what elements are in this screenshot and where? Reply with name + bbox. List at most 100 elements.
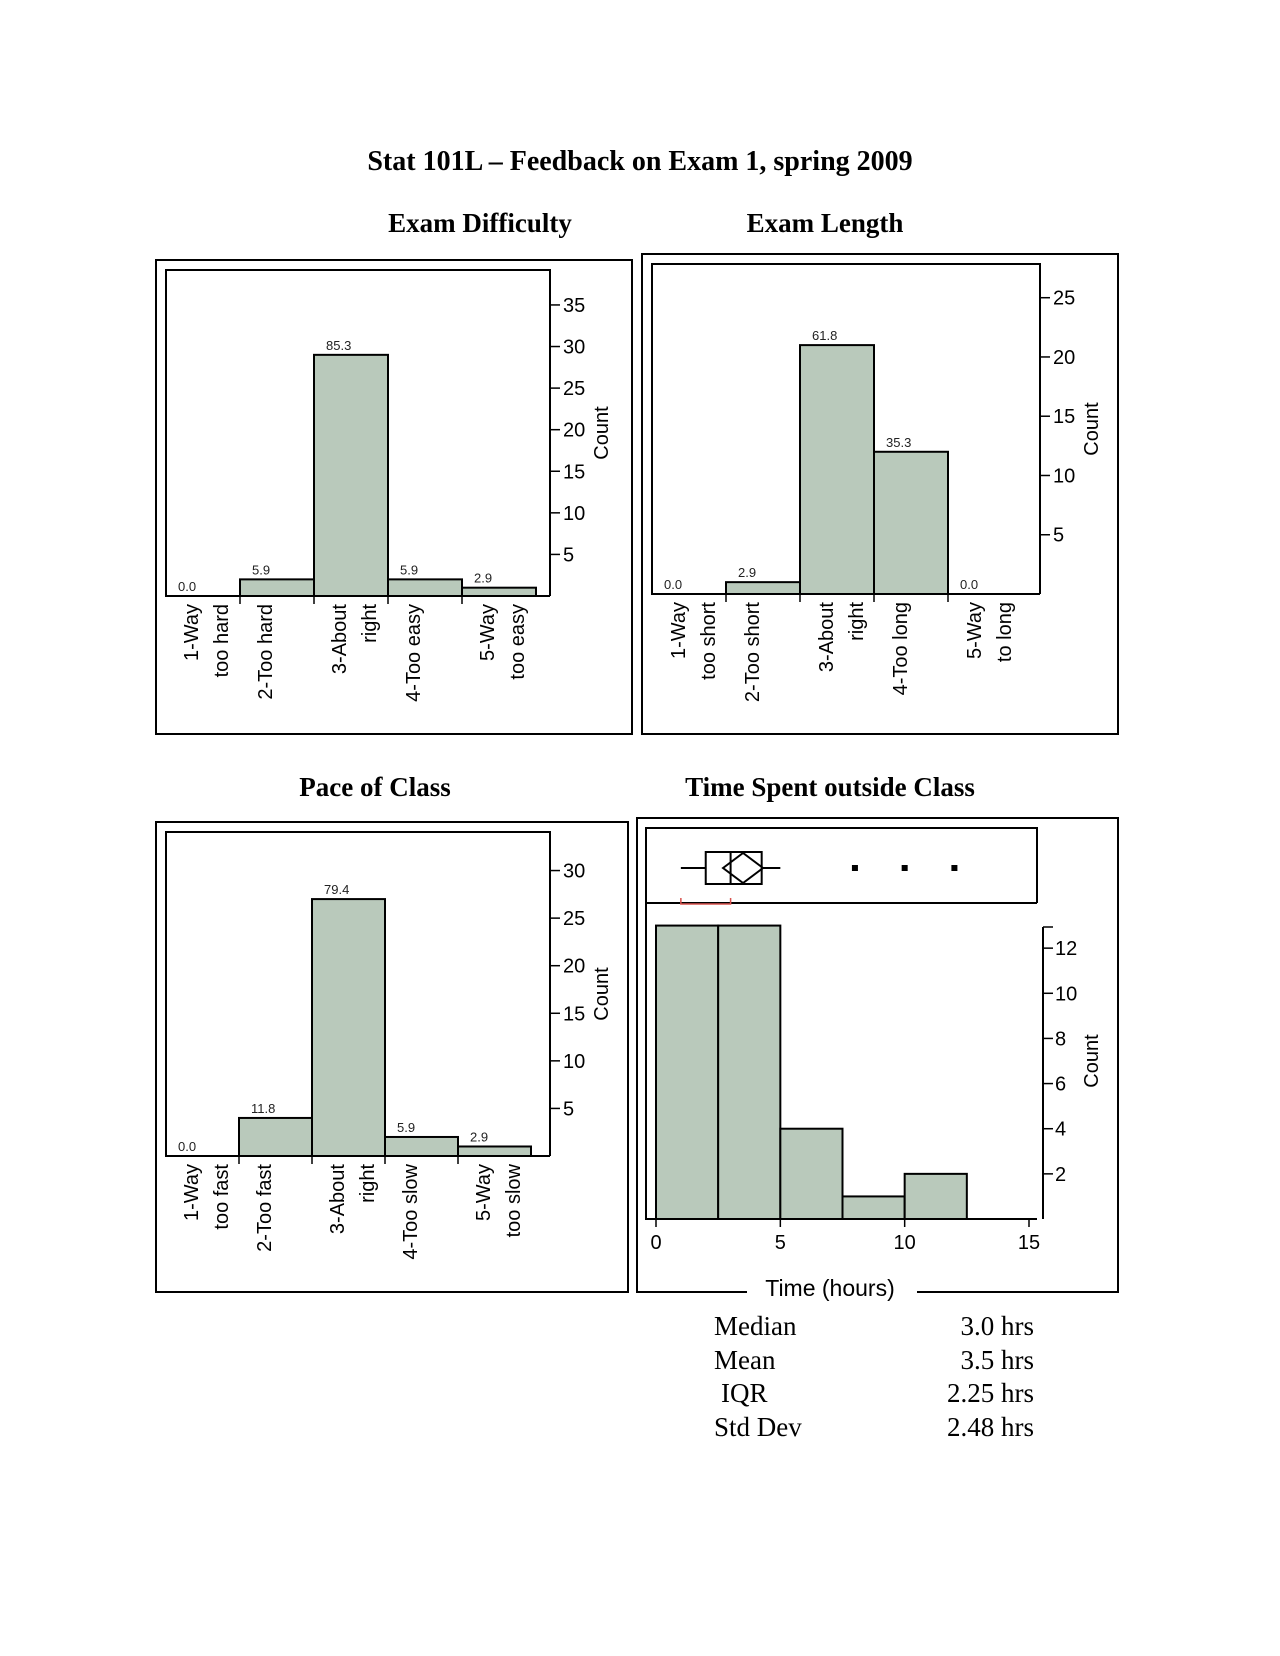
y-tick-label: 10 [1053, 465, 1075, 487]
category-label: 2-Too short [742, 602, 764, 702]
hist-bar [655, 924, 720, 1220]
y-tick-label: 25 [563, 908, 585, 930]
y-tick-label: 10 [563, 1051, 585, 1073]
y-tick-label: 6 [1055, 1074, 1066, 1096]
category-label: 5-Way [473, 1164, 495, 1221]
category-label: right [357, 1164, 379, 1203]
y-tick-label: 20 [1053, 347, 1075, 369]
bar [387, 578, 463, 597]
stat-value: 2.25 hrs [947, 1378, 1034, 1408]
bar [238, 1116, 313, 1158]
hist-bar [717, 924, 782, 1220]
hist-bar [903, 1172, 968, 1221]
chart-title-time: Time Spent outside Class [685, 772, 975, 802]
category-label: to long [994, 602, 1016, 662]
stat-label: IQR [721, 1378, 768, 1408]
stat-row-std-dev: Std Dev 2.48 hrs [714, 1411, 1034, 1445]
y-axis-label: Count [1081, 402, 1103, 456]
category-label: too slow [503, 1163, 525, 1237]
y-tick-label: 4 [1055, 1119, 1066, 1141]
x-tick-label: 5 [775, 1232, 786, 1254]
bar [311, 898, 386, 1157]
stat-value: 2.48 hrs [947, 1411, 1034, 1442]
y-tick-label: 30 [563, 337, 585, 359]
category-label: 5-Way [477, 604, 499, 661]
category-label: 3-About [816, 602, 838, 672]
category-label: 4-Too easy [403, 604, 425, 702]
x-tick-label: 15 [1018, 1232, 1040, 1254]
y-tick-label: 8 [1055, 1028, 1066, 1050]
y-tick-label: 25 [563, 378, 585, 400]
hist-bar [779, 1127, 844, 1220]
bar [313, 353, 389, 597]
chart-frame [636, 817, 1119, 1293]
y-axis-label: Count [591, 406, 613, 460]
y-tick-label: 5 [563, 544, 574, 566]
bar [873, 450, 949, 595]
bar-percent-label: 11.8 [251, 1101, 275, 1116]
category-label: 1-Way [181, 604, 203, 661]
chart-frame [155, 821, 629, 1293]
category-label: too fast [211, 1164, 233, 1230]
y-tick-label: 20 [563, 420, 585, 442]
chart-title-length: Exam Length [746, 208, 904, 238]
y-tick-label: 15 [563, 1003, 585, 1025]
bar-percent-label: 2.9 [470, 1129, 488, 1144]
bar-percent-label: 5.9 [397, 1120, 415, 1135]
stat-row-mean: Mean 3.5 hrs [714, 1344, 1034, 1378]
y-tick-label: 25 [1053, 288, 1075, 310]
stat-row-iqr: IQR 2.25 hrs [714, 1377, 1034, 1411]
boxplot-panel [645, 827, 1038, 904]
category-label: 3-About [329, 604, 351, 674]
bar-percent-label: 0.0 [178, 1139, 196, 1154]
stat-row-median: Median 3.0 hrs [714, 1310, 1034, 1344]
category-label: right [846, 602, 868, 641]
y-tick-label: 10 [563, 503, 585, 525]
boxplot-mean-diamond [721, 851, 765, 885]
y-tick-label: 30 [563, 861, 585, 883]
chart-title-pace: Pace of Class [299, 772, 451, 802]
category-label: 3-About [327, 1164, 349, 1234]
bar-percent-label: 85.3 [326, 338, 351, 353]
chart-frame [155, 259, 633, 735]
bar-percent-label: 2.9 [474, 571, 492, 586]
x-tick-label: 10 [894, 1232, 916, 1254]
bar-percent-label: 0.0 [960, 577, 978, 592]
stat-value: 3.0 hrs [960, 1311, 1035, 1341]
bar-percent-label: 0.0 [664, 577, 682, 592]
boxplot-outlier [951, 865, 958, 871]
hist-bar [841, 1195, 906, 1221]
y-tick-label: 2 [1055, 1164, 1066, 1186]
category-label: 1-Way [668, 602, 690, 659]
stat-value: 3.5 hrs [960, 1344, 1035, 1375]
boxplot-iqr-bracket [680, 898, 732, 905]
category-label: too hard [211, 604, 233, 677]
bar [725, 581, 801, 595]
bar-percent-label: 5.9 [252, 562, 270, 577]
category-label: too easy [507, 604, 529, 680]
category-label: 2-Too fast [254, 1164, 276, 1252]
chart-title-difficulty: Exam Difficulty [388, 208, 572, 238]
summary-stats: Median 3.0 hrs Mean 3.5 hrs IQR 2.25 hrs… [714, 1310, 1034, 1444]
y-tick-label: 15 [1053, 406, 1075, 428]
bar-percent-label: 35.3 [886, 435, 911, 450]
y-tick-label: 15 [563, 461, 585, 483]
bar-percent-label: 2.9 [738, 565, 756, 580]
chart-frame [641, 253, 1119, 735]
bar-percent-label: 79.4 [324, 882, 349, 897]
y-tick-label: 20 [563, 956, 585, 978]
bar-percent-label: 61.8 [812, 328, 837, 343]
bar-percent-label: 5.9 [400, 562, 418, 577]
boxplot-outlier [901, 865, 908, 871]
boxplot-outlier [851, 865, 858, 871]
y-tick-label: 12 [1055, 938, 1077, 960]
y-axis-label: Count [1081, 1034, 1103, 1088]
category-label: 1-Way [181, 1164, 203, 1221]
bar [799, 344, 875, 595]
stat-label: Mean [714, 1344, 776, 1375]
bar [384, 1135, 459, 1158]
stat-label: Std Dev [714, 1411, 802, 1442]
category-label: 4-Too long [890, 602, 912, 695]
stat-label: Median [714, 1311, 797, 1341]
